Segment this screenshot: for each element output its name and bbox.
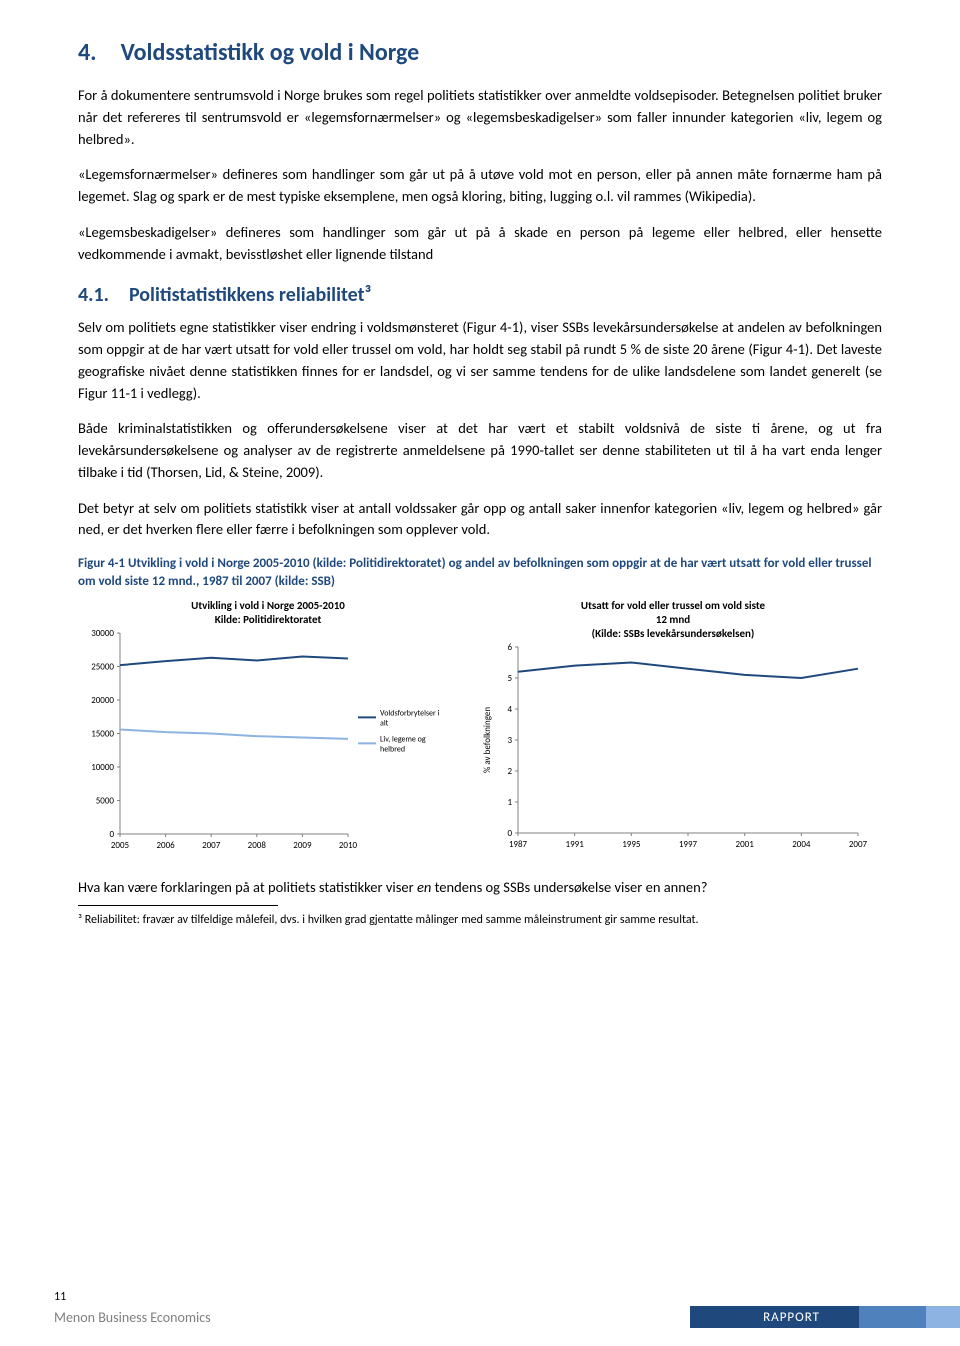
paragraph: Det betyr at selv om politiets statistik… [78,498,882,542]
svg-text:0: 0 [507,828,512,839]
chart-title-line: Utsatt for vold eller trussel om vold si… [581,599,765,612]
chart-left: Utvikling i vold i Norge 2005-2010 Kilde… [78,599,458,859]
footer-stripe [690,1306,960,1328]
svg-text:1987: 1987 [509,839,528,850]
svg-text:2004: 2004 [792,839,811,850]
chart-title-line: 12 mnd [656,613,690,626]
paragraph: Hva kan være forklaringen på at politiet… [78,877,882,899]
chart-title: Utsatt for vold eller trussel om vold si… [478,599,868,640]
paragraph: Både kriminalstatistikken og offerunders… [78,418,882,483]
chart-title-line: Utvikling i vold i Norge 2005-2010 [191,599,345,612]
footnote-separator [78,905,278,906]
paragraph: «Legemsbeskadigelser» defineres som hand… [78,222,882,266]
footer-tag: RAPPORT [763,1310,820,1325]
svg-text:alt: alt [380,718,389,728]
svg-text:Liv, legeme og: Liv, legeme og [380,734,426,744]
svg-text:5: 5 [507,673,512,684]
svg-text:2007: 2007 [202,840,221,851]
svg-text:15000: 15000 [91,728,114,739]
charts-row: Utvikling i vold i Norge 2005-2010 Kilde… [78,599,882,859]
svg-text:% av befolkningen: % av befolkningen [482,706,493,772]
svg-text:10000: 10000 [91,762,114,773]
chart-title: Utvikling i vold i Norge 2005-2010 Kilde… [78,599,458,627]
svg-text:helbred: helbred [380,744,405,754]
svg-text:2: 2 [507,766,512,777]
svg-text:1997: 1997 [679,839,698,850]
svg-text:2010: 2010 [339,840,358,851]
svg-text:1991: 1991 [566,839,585,850]
footnote: ³ Reliabilitet: fravær av tilfeldige mål… [78,912,882,929]
line-chart: 0 5000 10000 15000 20000 25000 30000 2005 2006 20… [78,629,458,854]
paragraph: Selv om politiets egne statistikker vise… [78,317,882,404]
svg-text:2009: 2009 [293,840,312,851]
chart-title-line: (Kilde: SSBs levekårsundersøkelsen) [592,627,755,640]
chart-title-line: Kilde: Politidirektoratet [215,613,322,626]
svg-text:3: 3 [507,735,512,746]
svg-text:2005: 2005 [111,840,130,851]
svg-text:0: 0 [109,829,114,840]
svg-text:4: 4 [507,704,512,715]
chart-right: Utsatt for vold eller trussel om vold si… [478,599,868,859]
svg-text:6: 6 [507,643,512,653]
figure-caption: Figur 4-1 Utvikling i vold i Norge 2005-… [78,555,882,591]
svg-text:30000: 30000 [91,629,114,639]
svg-text:20000: 20000 [91,695,114,706]
footer-org: Menon Business Economics [54,1309,211,1326]
page-footer: 11 Menon Business Economics RAPPORT [0,1290,960,1328]
page-number: 11 [54,1290,960,1304]
section-heading: 4. Voldsstatistikk og vold i Norge [78,38,882,67]
paragraph: «Legemsfornærmelser» defineres som handl… [78,164,882,208]
svg-text:2001: 2001 [736,839,755,850]
svg-text:2007: 2007 [849,839,868,850]
paragraph: For å dokumentere sentrumsvold i Norge b… [78,85,882,150]
svg-text:1: 1 [507,797,512,808]
svg-text:5000: 5000 [96,795,115,806]
subsection-heading: 4.1. Politistatistikkens reliabilitet³ [78,283,882,307]
svg-text:Voldsforbrytelser i: Voldsforbrytelser i [380,708,440,718]
line-chart: 0 1 2 3 4 5 6 1987 1991 1995 1997 2001 2004 2007 % av … [478,643,868,853]
svg-text:2008: 2008 [248,840,267,851]
svg-text:1995: 1995 [622,839,641,850]
svg-text:25000: 25000 [91,661,114,672]
svg-text:2006: 2006 [156,840,175,851]
